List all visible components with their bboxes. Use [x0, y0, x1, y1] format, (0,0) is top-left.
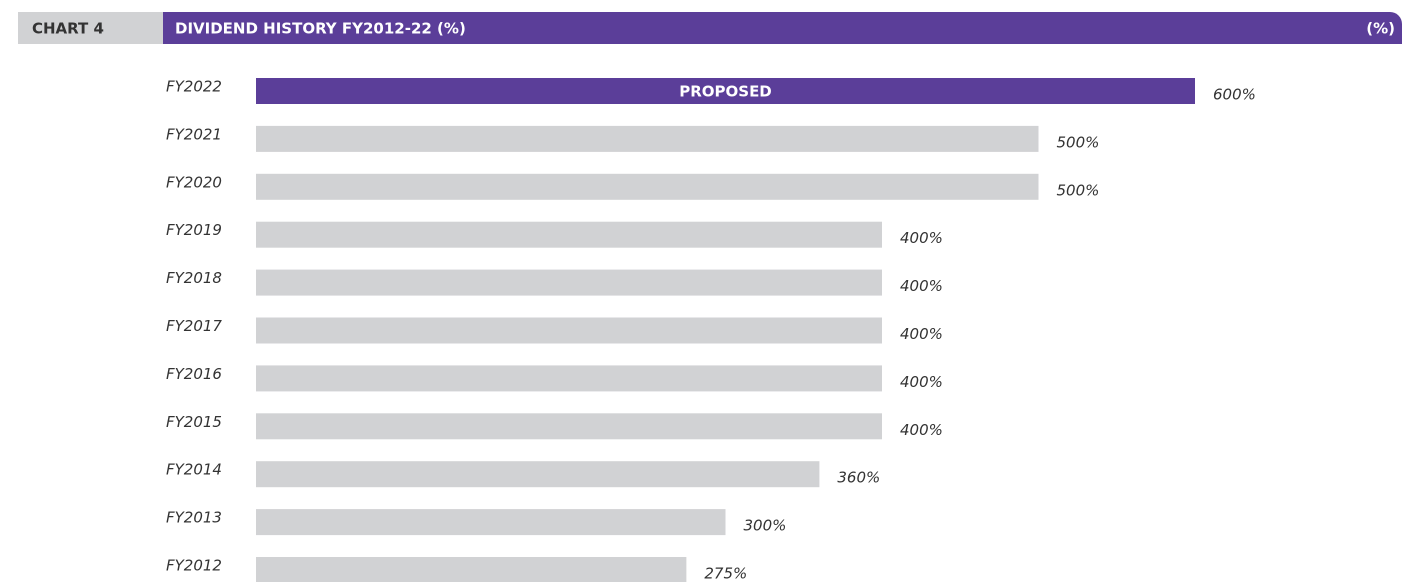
- bar: [256, 125, 1039, 152]
- bar: [256, 413, 882, 440]
- label-box: [18, 12, 168, 44]
- category-label: FY2019: [166, 221, 222, 239]
- category-label: FY2020: [166, 173, 222, 191]
- annotation: PROPOSED: [679, 83, 772, 101]
- category-label: FY2014: [166, 461, 222, 479]
- value-label: 300%: [744, 517, 787, 535]
- category-label: FY2012: [166, 557, 222, 575]
- category-label: FY2015: [166, 413, 222, 431]
- bar: [256, 221, 882, 248]
- title-bar: [163, 12, 1402, 44]
- value-label: 400%: [900, 325, 943, 343]
- category-label: FY2013: [166, 509, 222, 527]
- chart-title: DIVIDEND HISTORY FY2012-22 (%): [175, 20, 466, 38]
- value-label: 400%: [900, 373, 943, 391]
- value-label: 360%: [837, 469, 880, 487]
- category-label: FY2021: [166, 125, 222, 143]
- bar: [256, 269, 882, 296]
- category-label: FY2017: [166, 317, 222, 335]
- value-label: 500%: [1057, 133, 1100, 151]
- category-label: FY2022: [166, 78, 222, 96]
- bar: [256, 317, 882, 344]
- value-label: 400%: [900, 421, 943, 439]
- chart-label: CHART 4: [32, 20, 104, 38]
- unit: (%): [1366, 20, 1395, 38]
- bar: [256, 509, 726, 536]
- category-label: FY2016: [166, 365, 222, 383]
- bar: [256, 365, 882, 392]
- value-label: 600%: [1213, 86, 1256, 104]
- bar: [256, 557, 687, 582]
- category-label: FY2018: [166, 269, 222, 287]
- value-label: 275%: [704, 565, 747, 582]
- bar: [256, 461, 820, 488]
- value-label: 500%: [1057, 181, 1100, 199]
- value-label: 400%: [900, 277, 943, 295]
- value-label: 400%: [900, 229, 943, 247]
- bar: [256, 173, 1039, 200]
- bar: [256, 78, 1195, 104]
